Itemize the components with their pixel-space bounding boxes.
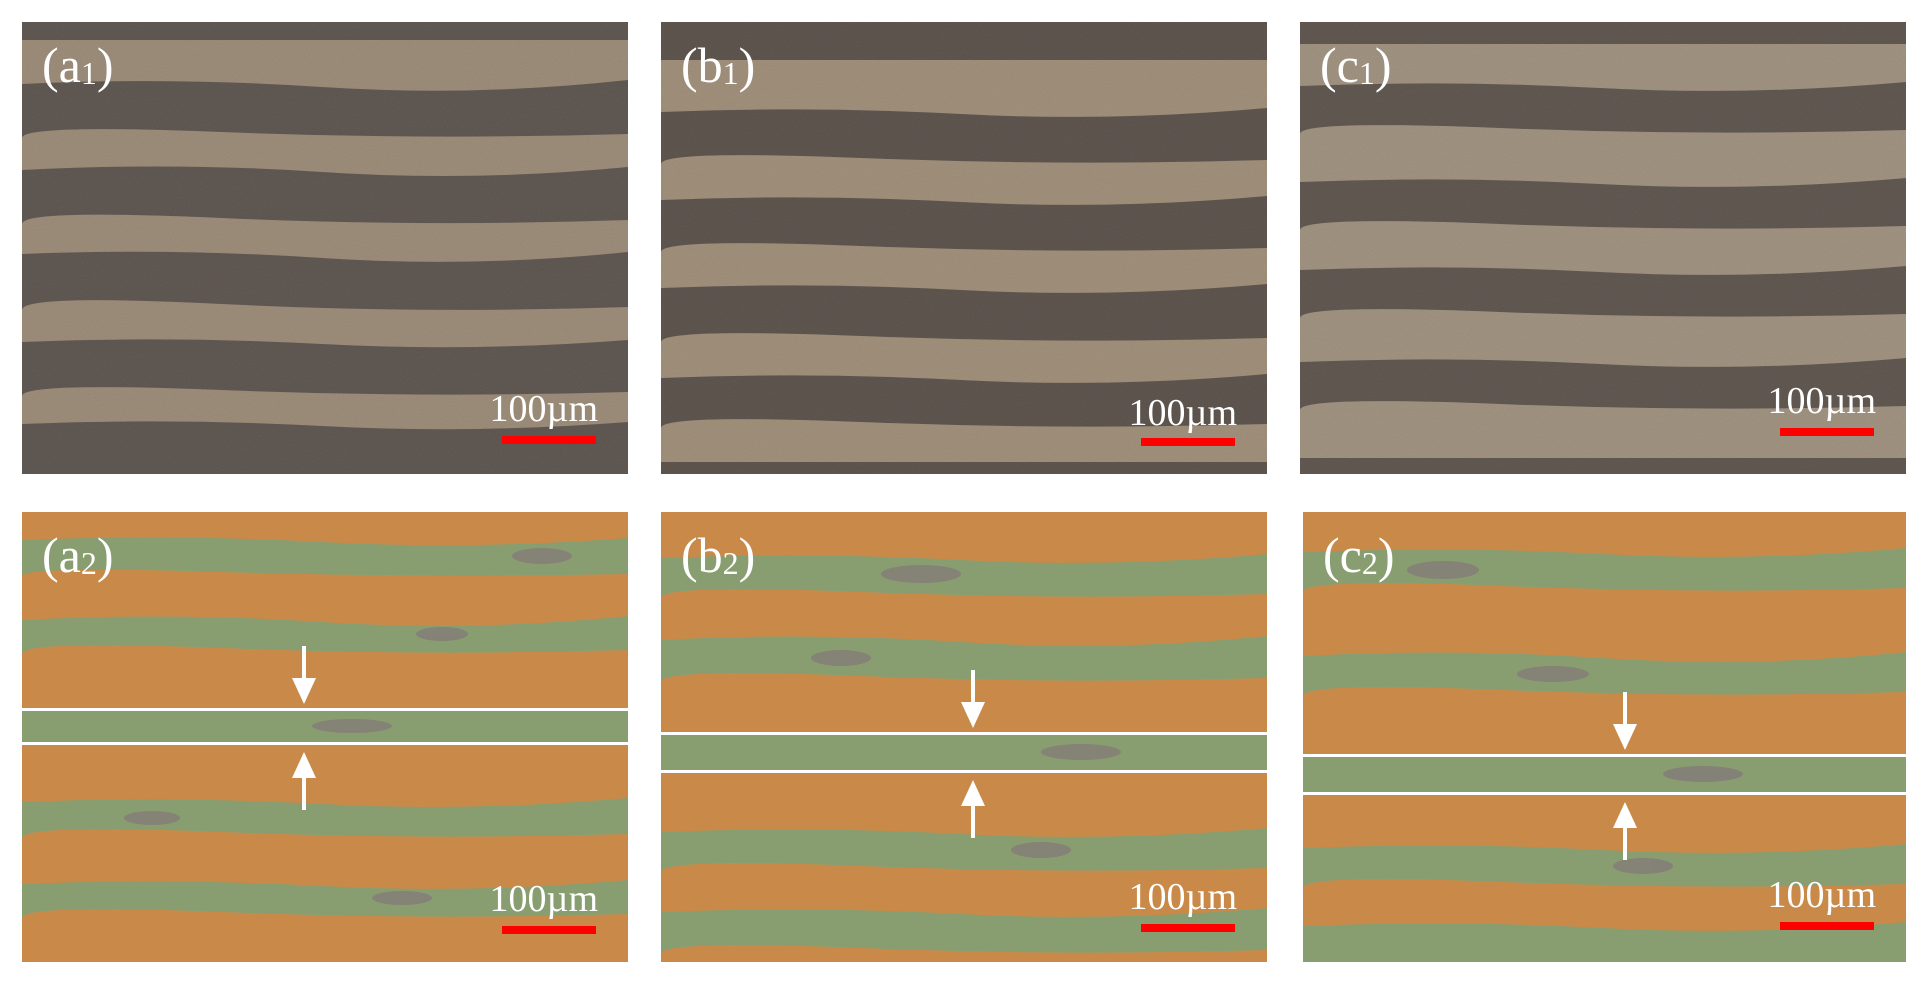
micrograph-panel-c1: (c1) 100µm: [1300, 22, 1906, 474]
arrow-down-c2: [1613, 692, 1637, 750]
arrow-down-a2: [292, 646, 316, 704]
scale-bar-a2: [502, 926, 596, 934]
scale-bar-a1: [502, 436, 596, 444]
scale-bar-b2: [1141, 924, 1235, 932]
scale-bar-b1: [1141, 438, 1235, 446]
micrograph-panel-a1: (a1) 100µm: [22, 22, 628, 474]
panel-label-a1: (a1): [42, 37, 114, 93]
panel-label-a2: (a2): [42, 527, 114, 583]
scale-label-a1: 100µm: [489, 388, 598, 430]
measure-line-top-c2: [1303, 754, 1906, 757]
height-map-panel-b2: (b2) 100µm: [661, 512, 1267, 962]
height-map-panel-c2: (c2) 100µm: [1303, 512, 1906, 962]
scale-label-c2: 100µm: [1767, 874, 1876, 916]
height-map-a2-image: [22, 512, 628, 962]
panel-label-c2: (c2): [1323, 527, 1395, 583]
arrow-up-a2: [292, 752, 316, 810]
height-map-panel-a2: (a2) 100µm: [22, 512, 628, 962]
panel-label-c1: (c1): [1320, 37, 1392, 93]
scale-label-b2: 100µm: [1128, 876, 1237, 918]
micrograph-panel-b1: (b1) 100µm: [661, 22, 1267, 474]
measure-line-bottom-c2: [1303, 792, 1906, 795]
micrograph-a1-image: [22, 22, 628, 474]
measure-line-top-b2: [661, 732, 1267, 735]
scale-bar-c2: [1780, 922, 1874, 930]
scale-label-a2: 100µm: [489, 878, 598, 920]
height-map-c2-image: [1303, 512, 1906, 962]
scale-label-c1: 100µm: [1767, 380, 1876, 422]
scale-bar-c1: [1780, 428, 1874, 436]
micrograph-c1-image: [1300, 22, 1906, 474]
measure-line-top-a2: [22, 708, 628, 711]
panel-label-b1: (b1): [681, 37, 756, 93]
micrograph-b1-image: [661, 22, 1267, 474]
arrow-up-c2: [1613, 802, 1637, 860]
arrow-down-b2: [961, 670, 985, 728]
panel-label-b2: (b2): [681, 527, 756, 583]
arrow-up-b2: [961, 780, 985, 838]
measure-line-bottom-b2: [661, 770, 1267, 773]
height-map-b2-image: [661, 512, 1267, 962]
measure-line-bottom-a2: [22, 742, 628, 745]
scale-label-b1: 100µm: [1128, 392, 1237, 434]
